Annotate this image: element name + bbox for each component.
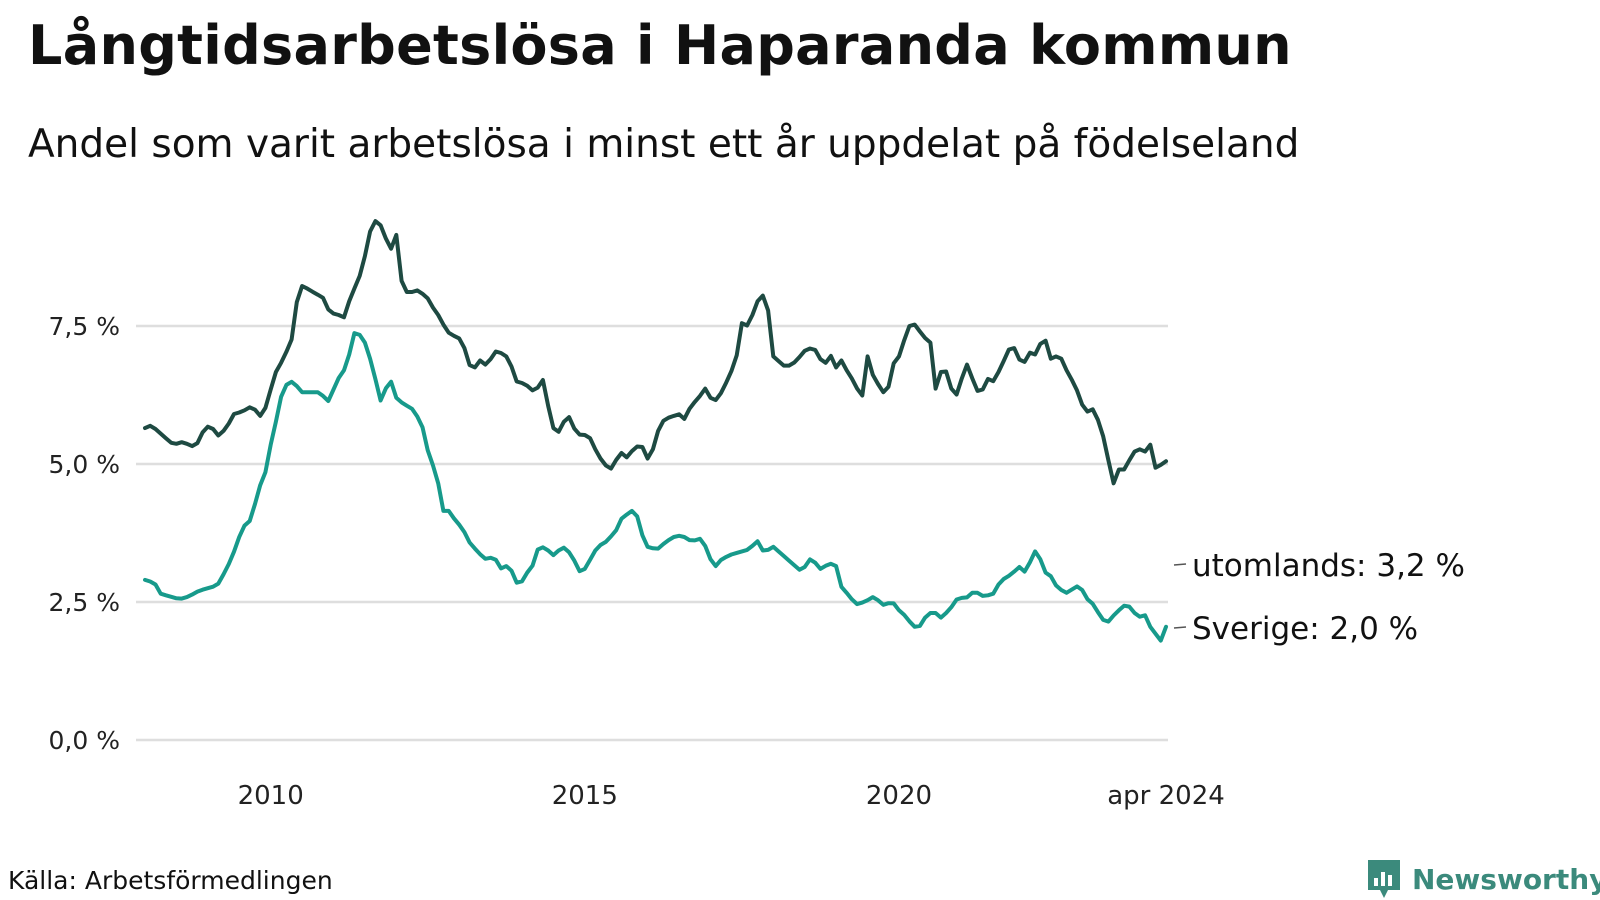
source-note: Källa: Arbetsförmedlingen: [8, 866, 333, 895]
series-line-utomlands: [143, 219, 1168, 486]
x-tick-label: 2015: [552, 781, 618, 811]
chart-subtitle: Andel som varit arbetslösa i minst ett å…: [28, 122, 1300, 167]
y-tick-label: 0,0 %: [49, 726, 120, 755]
y-tick-label: 7,5 %: [49, 312, 120, 341]
y-tick-label: 2,5 %: [49, 588, 120, 617]
y-tick-label: 5,0 %: [49, 450, 120, 479]
end-label-leader: [1173, 563, 1187, 566]
end-label-leader: [1173, 626, 1187, 629]
x-tick-label: 2010: [238, 781, 304, 811]
newsworthy-logo: Newsworthy: [1366, 858, 1600, 900]
newsworthy-icon: [1368, 860, 1400, 898]
series-line-sverige: [143, 331, 1168, 643]
end-label-sverige: Sverige: 2,0 %: [1192, 611, 1418, 647]
end-label-utomlands: utomlands: 3,2 %: [1192, 548, 1465, 584]
brand-name: Newsworthy: [1412, 862, 1600, 896]
x-tick-label: apr 2024: [1107, 781, 1225, 811]
x-tick-label: 2020: [866, 781, 932, 811]
chart-title: Långtidsarbetslösa i Haparanda kommun: [28, 14, 1292, 77]
